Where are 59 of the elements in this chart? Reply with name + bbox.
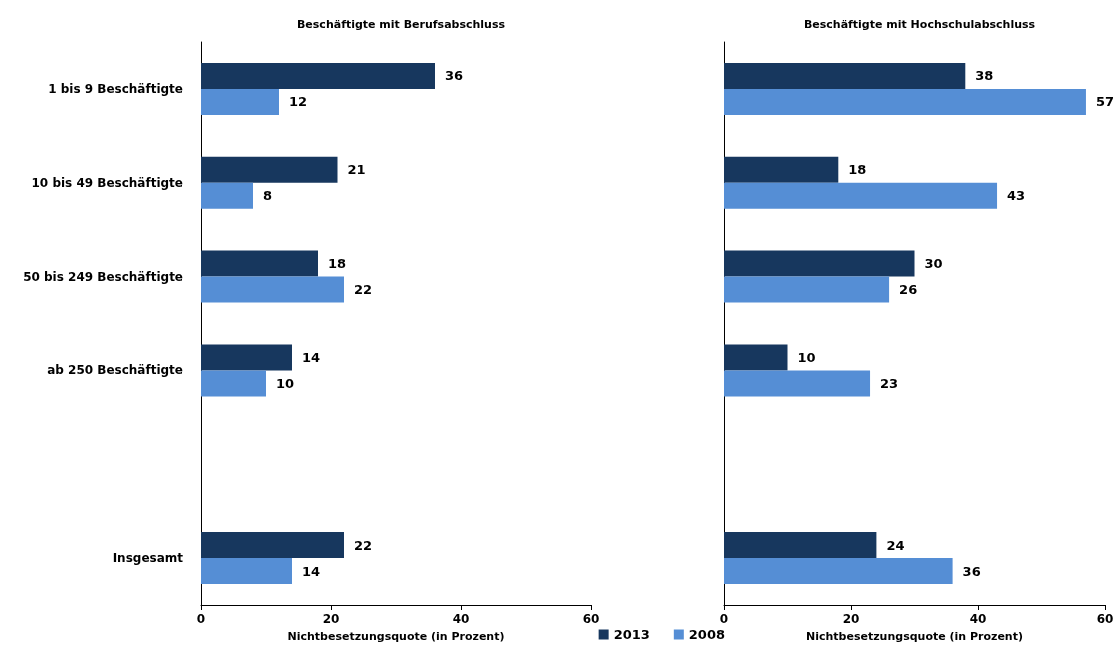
data-label: 22 <box>354 537 373 553</box>
bar <box>724 182 998 209</box>
bar <box>201 182 253 209</box>
x-tick-label: 20 <box>842 612 860 626</box>
y-tick-label: 50 bis 249 Beschäftigte <box>23 269 183 284</box>
data-label: 18 <box>328 256 347 272</box>
bar <box>201 156 338 183</box>
data-label: 26 <box>899 282 918 298</box>
data-label: 43 <box>1007 188 1026 204</box>
y-tick-label: 10 bis 49 Beschäftigte <box>31 175 183 190</box>
bar <box>201 344 292 371</box>
data-label: 57 <box>1095 94 1115 110</box>
bar <box>201 88 279 115</box>
x-tick-label: 40 <box>969 612 987 626</box>
data-label: 24 <box>886 537 905 553</box>
x-axis-title: Nichtbesetzungsquote (in Prozent) <box>287 630 505 643</box>
x-tick-label: 0 <box>719 612 729 626</box>
data-label: 18 <box>848 162 867 178</box>
data-label: 21 <box>347 162 366 178</box>
x-tick-label: 60 <box>1096 612 1114 626</box>
bar <box>201 370 266 397</box>
bar <box>724 532 877 559</box>
bar <box>201 532 344 559</box>
legend-label: 2008 <box>688 627 726 642</box>
bar <box>724 558 953 585</box>
bar <box>201 276 344 303</box>
x-axis-title: Nichtbesetzungsquote (in Prozent) <box>806 630 1023 643</box>
data-label: 38 <box>975 68 994 84</box>
data-label: 10 <box>276 375 295 391</box>
bar <box>201 250 318 277</box>
bar <box>724 370 871 397</box>
x-tick-label: 0 <box>196 612 206 626</box>
bar <box>724 344 788 371</box>
bar <box>724 276 890 303</box>
legend-label: 2013 <box>613 627 650 642</box>
x-tick-label: 40 <box>452 612 470 626</box>
data-label: 10 <box>797 349 816 365</box>
data-label: 22 <box>354 282 373 298</box>
y-tick-label: Insgesamt <box>112 551 184 566</box>
data-label: 8 <box>263 188 273 204</box>
bar <box>724 156 839 183</box>
bar <box>724 62 966 89</box>
chart-title: Beschäftigte mit Berufsabschluss <box>296 18 506 31</box>
data-label: 23 <box>880 375 899 391</box>
y-tick-label: ab 250 Beschäftigte <box>47 363 183 378</box>
data-label: 14 <box>302 349 321 365</box>
bar <box>724 250 915 277</box>
data-label: 36 <box>962 563 981 579</box>
x-tick-label: 20 <box>322 612 340 626</box>
x-tick-label: 60 <box>582 612 600 626</box>
data-label: 14 <box>302 563 321 579</box>
data-label: 36 <box>445 68 464 84</box>
data-label: 12 <box>289 94 308 110</box>
bar <box>724 88 1086 115</box>
y-tick-label: 1 bis 9 Beschäftigte <box>48 81 183 96</box>
bar <box>201 558 292 585</box>
chart-title: Beschäftigte mit Hochschulabschluss <box>803 18 1036 31</box>
bar <box>201 62 435 89</box>
data-label: 30 <box>924 256 943 272</box>
